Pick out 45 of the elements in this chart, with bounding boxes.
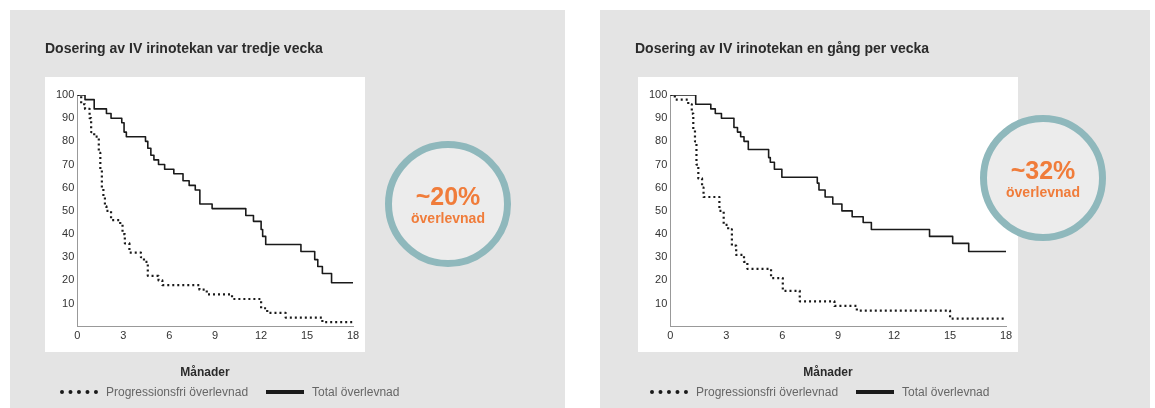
y-tick-label: 50 [655,203,668,216]
y-tick-label: 60 [655,180,668,193]
y-tick-label: 70 [62,157,75,170]
y-tick-label: 70 [655,157,668,170]
y-tick-label: 30 [62,250,75,263]
x-tick-label: 6 [779,329,786,342]
legend-label: Progressionsfri överlevnad [696,385,839,399]
x-tick-label: 18 [999,329,1013,342]
y-tick-label: 60 [62,180,75,193]
y-tick-label: 100 [648,88,668,101]
x-tick-label: 6 [166,329,173,342]
legend-label: Total överlevnad [902,385,990,399]
x-axis-title: Månader [179,365,231,379]
y-tick-label: 10 [655,296,668,309]
y-tick-label: 30 [655,250,668,263]
chart-title: Dosering av IV irinotekan en gång per vecka [635,40,930,56]
x-tick-label: 12 [887,329,901,342]
y-tick-label: 80 [62,134,75,147]
y-tick-label: 80 [655,134,668,147]
y-tick-label: 90 [62,111,75,124]
x-tick-label: 0 [667,329,674,342]
annotation: överlevnad [1006,184,1080,200]
x-tick-label: 3 [120,329,127,342]
circle-badge: ~20% överlevnad [385,141,511,267]
legend-label: Total överlevnad [312,385,400,399]
x-tick-label: 9 [835,329,842,342]
y-tick-label: 10 [62,296,75,309]
y-tick-label: 40 [62,227,75,240]
legend-label: Progressionsfri överlevnad [106,385,249,399]
x-tick-label: 12 [254,329,268,342]
x-tick-label: 9 [212,329,219,342]
y-tick-label: 20 [655,273,668,286]
circle-badge: ~32% överlevnad [980,115,1106,241]
y-tick-label: 100 [55,88,75,101]
y-tick-label: 90 [655,111,668,124]
chart-title: Dosering av IV irinotekan var tredje vecka [45,40,323,56]
y-tick-label: 40 [655,227,668,240]
x-tick-label: 0 [74,329,81,342]
x-tick-label: 18 [346,329,360,342]
y-tick-label: 50 [62,203,75,216]
y-tick-label: 20 [62,273,75,286]
x-tick-label: 15 [943,329,957,342]
x-tick-label: 15 [300,329,314,342]
x-axis-title: Månader [802,365,854,379]
x-tick-label: 3 [723,329,730,342]
